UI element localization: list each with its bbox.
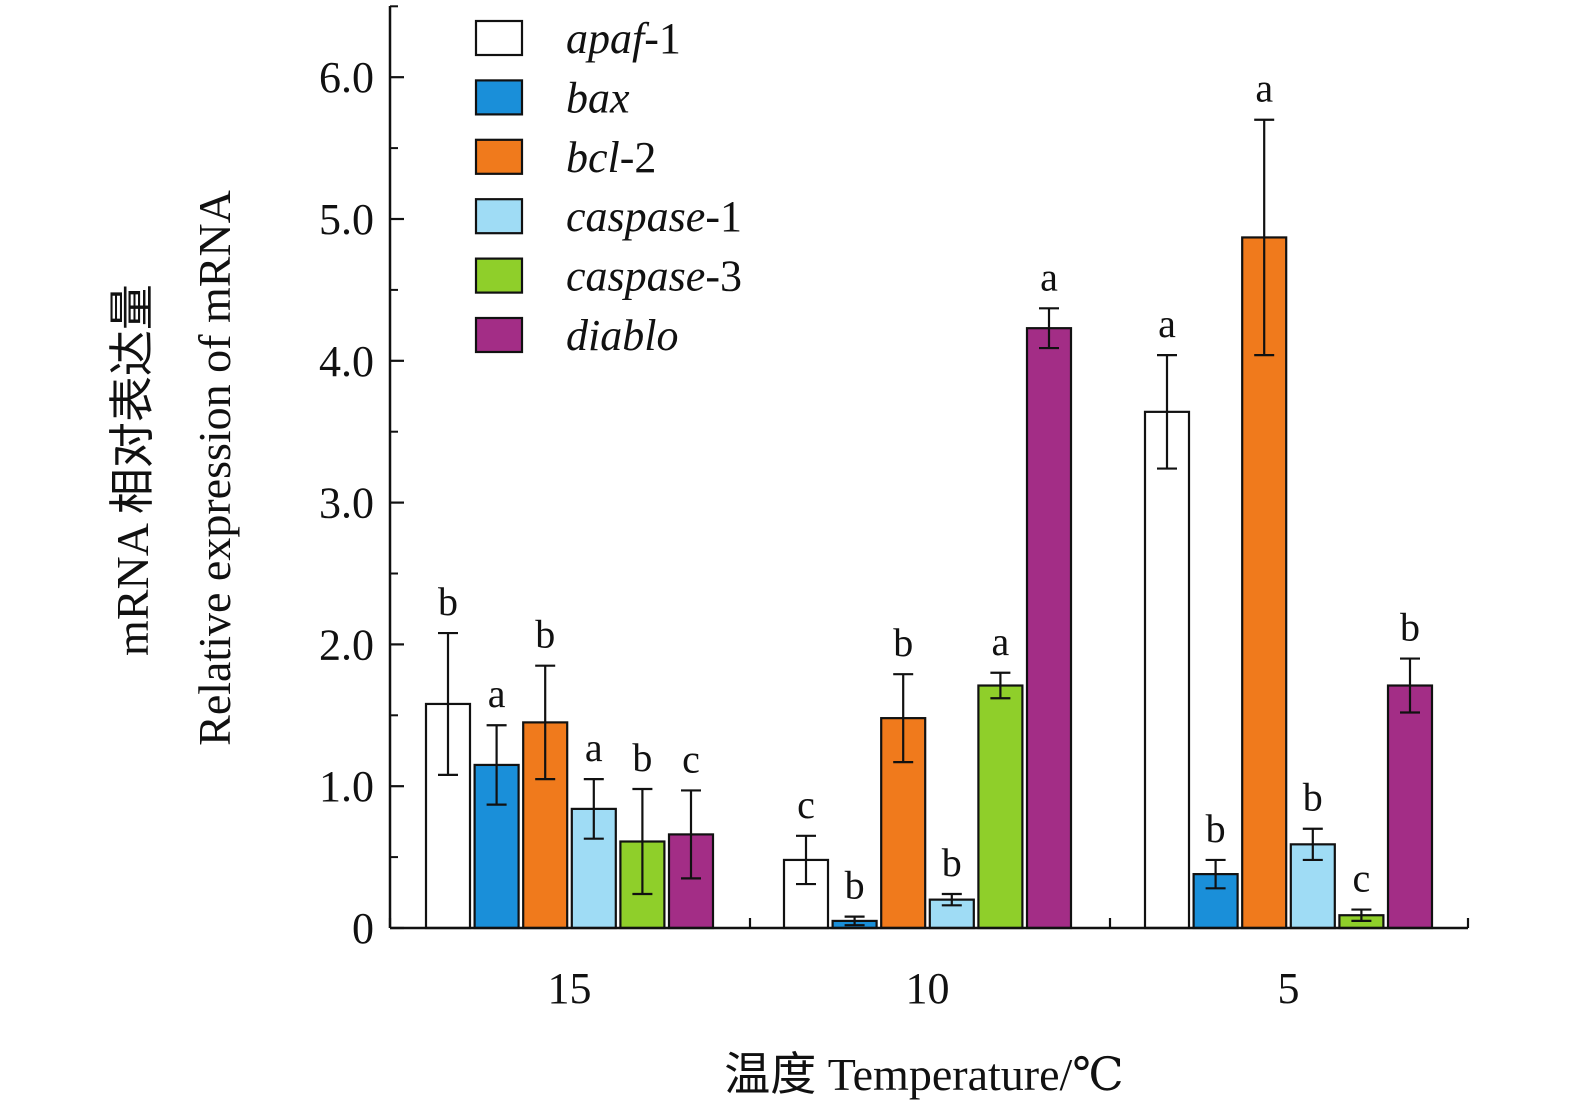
legend-item: bcl-2 (474, 133, 656, 182)
error-bar (796, 834, 816, 886)
bar-apaf-1-5 (1143, 410, 1191, 930)
legend-item: diablo (474, 311, 678, 360)
legend-item: apaf-1 (474, 14, 681, 63)
y-tick-label: 4.0 (319, 337, 374, 386)
error-bar (583, 778, 604, 840)
y-tick-label: 1.0 (319, 762, 374, 811)
x-category-label: 15 (548, 964, 592, 1013)
bar-caspase-3-10 (977, 684, 1024, 930)
legend: apaf-1 bax bcl-2 caspase-1 caspase-3 diablo (474, 14, 742, 360)
y-axis-title-line1: mRNA 相对表达量 (107, 284, 158, 656)
significance-letter: c (682, 736, 700, 781)
y-tick-label: 5.0 (319, 195, 374, 244)
x-category-label: 10 (906, 964, 950, 1013)
significance-letter: b (1303, 775, 1323, 820)
y-axis-title-line2: Relative expression of mRNA (189, 190, 240, 746)
legend-swatch (474, 257, 524, 294)
legend-item: caspase-3 (474, 252, 742, 301)
error-bar (1302, 827, 1323, 862)
error-bar (1400, 657, 1420, 714)
y-tick-label: 6.0 (319, 53, 374, 102)
error-bar (1254, 118, 1275, 357)
error-bar (1351, 908, 1372, 923)
significance-letter: b (845, 863, 865, 908)
error-bar (632, 787, 653, 896)
legend-swatch (474, 198, 524, 235)
x-category-label: 5 (1278, 964, 1300, 1013)
significance-letter: b (535, 612, 555, 657)
legend-label: caspase-1 (566, 192, 742, 241)
significance-letter: b (1400, 605, 1420, 650)
legend-label: bcl-2 (566, 133, 656, 182)
bar-diablo-10 (1025, 327, 1073, 930)
error-bar (438, 631, 458, 776)
legend-swatch (474, 138, 524, 175)
significance-letter: c (1353, 856, 1371, 901)
error-bar (844, 915, 865, 927)
legend-label: diablo (566, 311, 678, 360)
significance-letter: a (488, 671, 506, 716)
significance-letter: a (1158, 301, 1176, 346)
legend-label: bax (566, 73, 630, 122)
error-bar (1039, 307, 1059, 350)
ticks-layer: 0 1.0 2.0 3.0 4.0 5.0 6.0 15 10 5 (319, 5, 1470, 1013)
significance-letter: a (992, 619, 1010, 664)
significance-letter: b (942, 840, 962, 885)
error-bar (990, 671, 1011, 700)
y-tick-label: 0 (352, 904, 374, 953)
legend-item: bax (474, 73, 630, 122)
bar-diablo-5 (1386, 684, 1434, 930)
legend-label: caspase-3 (566, 252, 742, 301)
significance-letter: a (1040, 254, 1058, 299)
error-bar (941, 892, 962, 907)
significance-letter: c (797, 782, 815, 827)
x-axis-title: 温度 Temperature/℃ (724, 1049, 1124, 1100)
significance-letter: a (585, 725, 603, 770)
bar-caspase-1-10 (928, 898, 975, 930)
significance-letter: b (1206, 806, 1226, 851)
significance-letter: b (438, 579, 458, 624)
error-bar (893, 673, 914, 764)
legend-item: caspase-1 (474, 192, 742, 241)
error-bar (1205, 858, 1226, 890)
significance-letter: b (893, 620, 913, 665)
legend-label: apaf-1 (566, 14, 681, 63)
significance-letter: b (632, 735, 652, 780)
error-bar (681, 789, 701, 880)
bar-bcl-2-5 (1241, 236, 1288, 930)
legend-swatch (474, 79, 524, 116)
y-tick-label: 2.0 (319, 620, 374, 669)
significance-letter: a (1255, 66, 1273, 111)
axes-layer (388, 6, 1468, 930)
legend-swatch (474, 316, 524, 354)
error-bar (1157, 354, 1177, 470)
error-bar (486, 724, 507, 806)
error-bar (535, 664, 556, 781)
legend-swatch (474, 19, 524, 57)
y-tick-label: 3.0 (319, 479, 374, 528)
